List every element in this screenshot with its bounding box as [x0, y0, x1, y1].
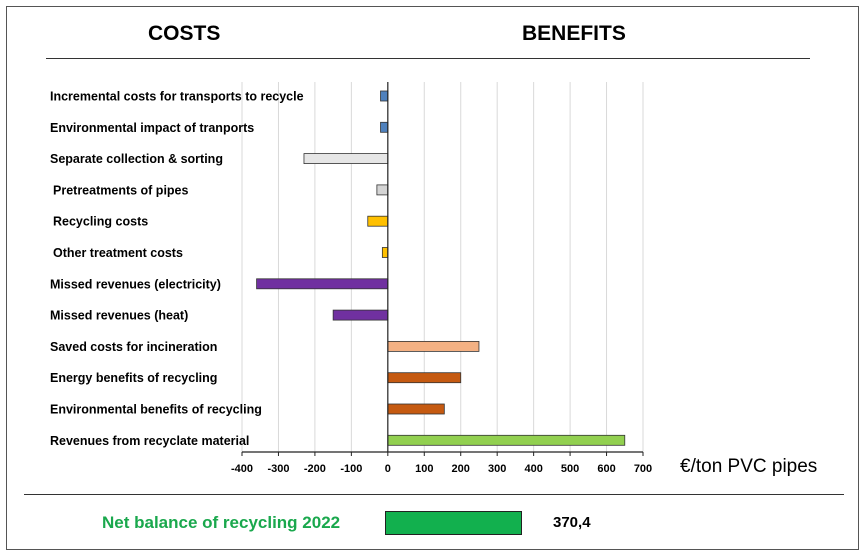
bar: [367, 215, 389, 227]
net-balance-bar: [385, 511, 522, 535]
x-tick-label: 100: [415, 463, 433, 475]
x-tick-label: 400: [524, 463, 542, 475]
x-tick-label: -200: [304, 463, 326, 475]
net-balance-label: Net balance of recycling 2022: [102, 513, 341, 532]
category-label: Other treatment costs: [53, 246, 183, 260]
category-label: Separate collection & sorting: [50, 152, 223, 166]
net-balance-value: 370,4: [553, 514, 591, 531]
category-label: Saved costs for incineration: [50, 340, 217, 354]
bar: [376, 184, 389, 196]
bar: [387, 372, 462, 384]
bar: [303, 153, 389, 165]
x-tick-label: -100: [340, 463, 362, 475]
bar: [380, 121, 389, 133]
x-tick-label: 300: [488, 463, 506, 475]
bar: [380, 90, 389, 102]
bar: [256, 278, 389, 290]
axis-unit-label: €/ton PVC pipes: [680, 456, 818, 477]
category-label: Missed revenues (heat): [50, 309, 188, 323]
benefits-header: BENEFITS: [522, 22, 626, 45]
x-tick-label: 0: [385, 463, 391, 475]
header-divider: [46, 58, 810, 59]
x-tick-label: 600: [597, 463, 615, 475]
chart-frame: [6, 6, 859, 550]
x-tick-label: 500: [561, 463, 579, 475]
footer-divider: [24, 494, 844, 495]
x-tick-label: 700: [634, 463, 652, 475]
bar: [332, 309, 389, 321]
x-tick-label: -400: [231, 463, 253, 475]
category-label: Missed revenues (electricity): [50, 277, 221, 291]
category-label: Revenues from recyclate material: [50, 434, 249, 448]
category-label: Energy benefits of recycling: [50, 371, 217, 385]
category-label: Environmental benefits of recycling: [50, 403, 262, 417]
category-label: Recycling costs: [53, 215, 148, 229]
bar: [387, 403, 445, 415]
bar: [387, 434, 626, 446]
bar: [387, 340, 480, 352]
category-label: Pretreatments of pipes: [53, 183, 189, 197]
x-tick-label: 200: [452, 463, 470, 475]
category-label: Incremental costs for transports to recy…: [50, 90, 304, 104]
costs-header: COSTS: [148, 22, 221, 45]
category-label: Environmental impact of tranports: [50, 121, 254, 135]
x-tick-label: -300: [267, 463, 289, 475]
bar: [381, 247, 389, 258]
